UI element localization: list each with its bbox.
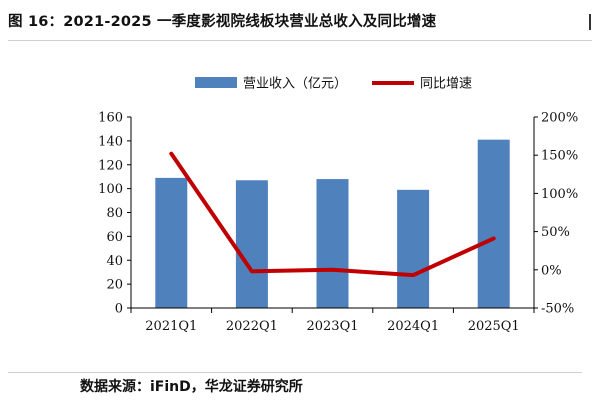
title-divider	[8, 40, 592, 41]
y-right-tick-label: 200%	[541, 111, 578, 126]
legend-label-growth: 同比增速	[420, 77, 472, 92]
y-left-tick-label: 160	[98, 111, 123, 126]
bar-2023Q1	[316, 179, 349, 308]
legend: 营业收入（亿元） 同比增速	[195, 77, 472, 92]
legend-label-revenue: 营业收入（亿元）	[243, 77, 347, 92]
x-tick-label: 2022Q1	[226, 319, 278, 334]
bar-2025Q1	[477, 139, 510, 308]
line-series	[169, 151, 496, 278]
footer-divider	[8, 372, 582, 373]
source-note: 数据来源：iFinD，华龙证券研究所	[80, 379, 303, 395]
x-tick-label: 2023Q1	[306, 319, 358, 334]
legend-swatch-revenue	[195, 77, 237, 88]
y-left-tick-label: 120	[98, 158, 123, 173]
chart-title: 图 16：2021-2025 一季度影视院线板块营业总收入及同比增速	[8, 14, 437, 30]
axes: 0 20 40 60 80 100 120 140 160 -50% 0% 50% 100% 150% 20…	[98, 111, 578, 335]
y-left-tick-label: 40	[106, 254, 123, 269]
edge-fragment-bar	[589, 14, 591, 30]
y-left-tick-label: 80	[106, 206, 123, 221]
y-right-tick-label: 0%	[541, 263, 562, 278]
y-left-tick-label: 20	[106, 278, 123, 293]
y-right-tick-label: 100%	[541, 187, 578, 202]
y-right-tick-label: -50%	[541, 302, 574, 317]
bar-2022Q1	[235, 180, 268, 308]
y-right-tick-label: 150%	[541, 149, 578, 164]
y-left-tick-label: 60	[106, 230, 123, 245]
x-tick-label: 2024Q1	[387, 319, 439, 334]
y-left-tick-label: 140	[98, 134, 123, 149]
y-left-tick-label: 0	[115, 302, 123, 317]
y-right-tick-label: 50%	[541, 225, 570, 240]
x-tick-label: 2021Q1	[145, 319, 197, 334]
bar-2021Q1	[155, 177, 188, 308]
bar-series	[155, 139, 510, 308]
x-tick-label: 2025Q1	[468, 319, 520, 334]
bar-2024Q1	[397, 189, 430, 308]
y-left-tick-label: 100	[98, 182, 123, 197]
